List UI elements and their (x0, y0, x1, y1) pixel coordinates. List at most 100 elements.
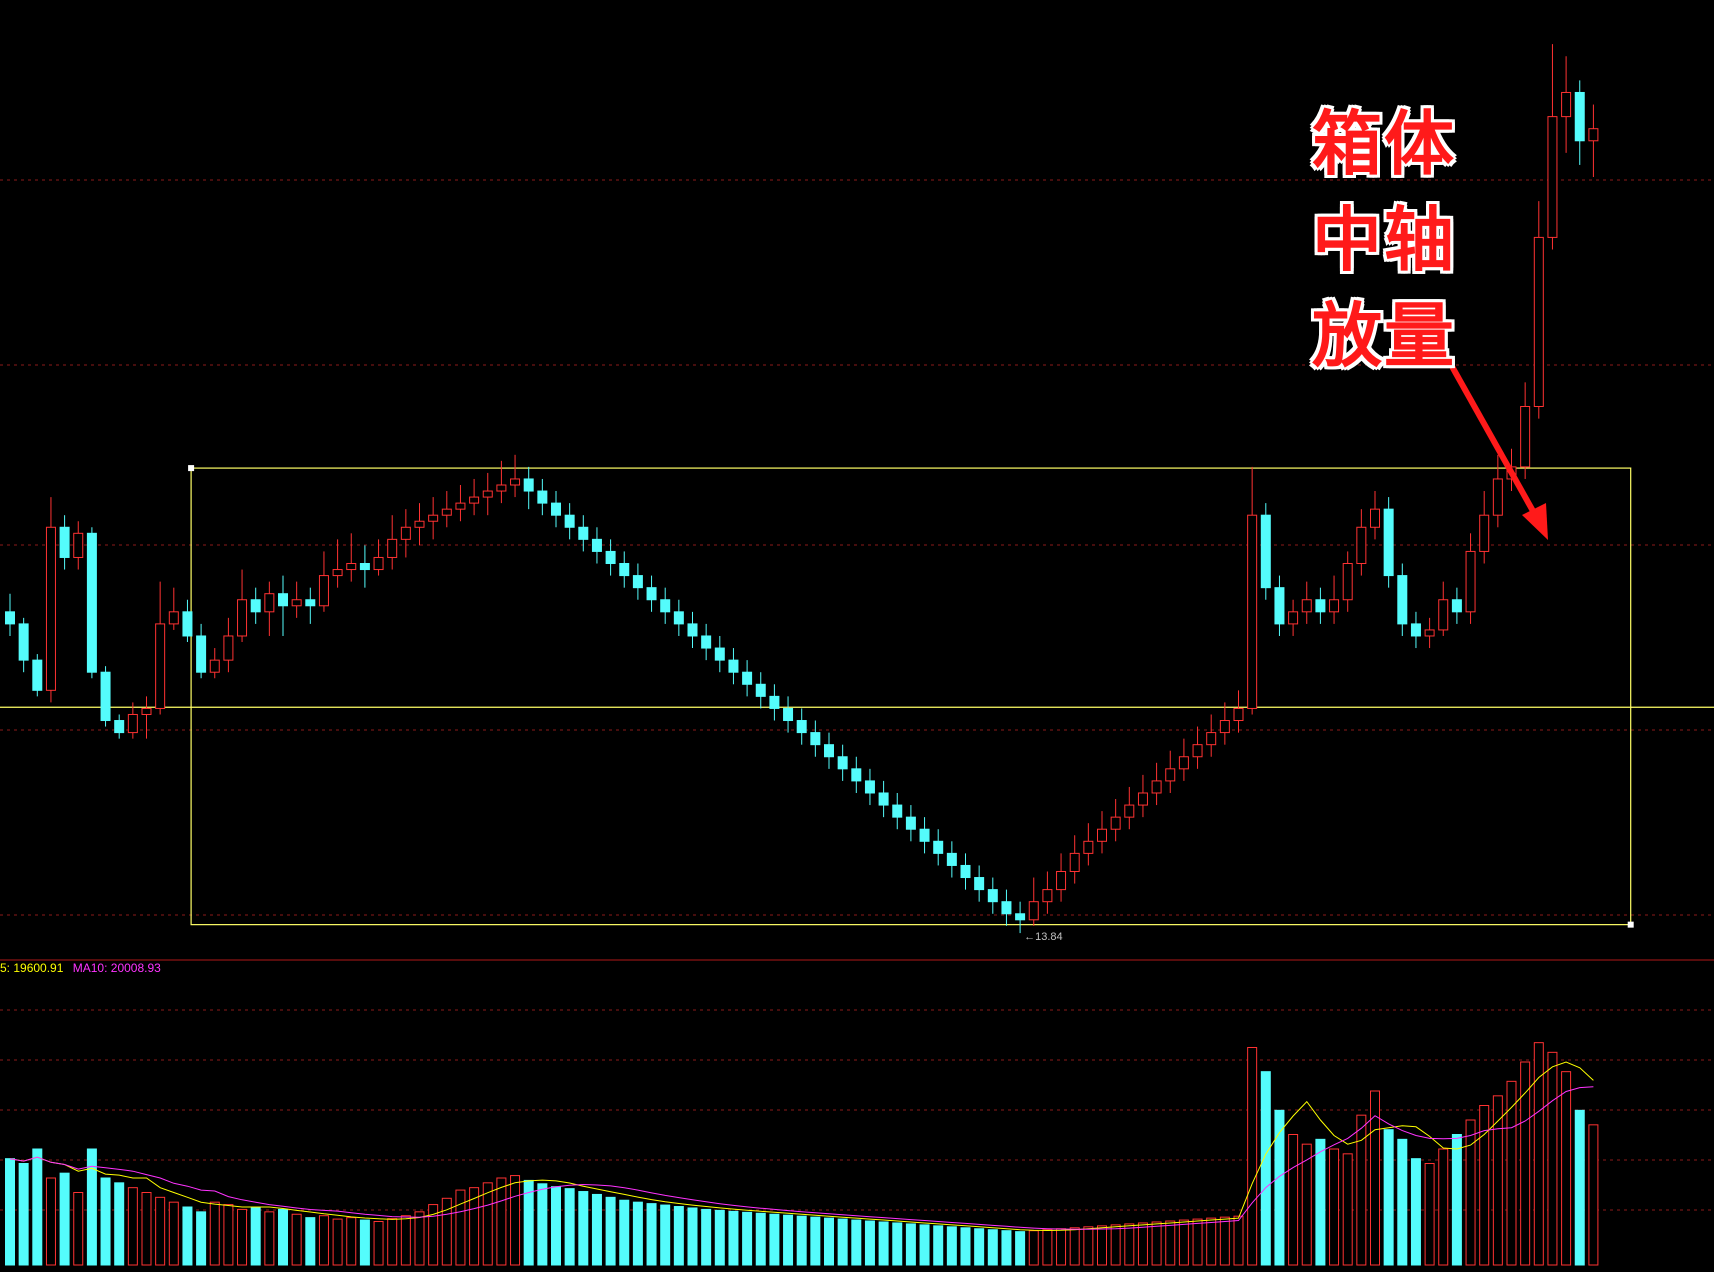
volume-bar-down (114, 1182, 125, 1266)
volume-bar-down (892, 1222, 903, 1266)
volume-bar-up (496, 1177, 507, 1266)
candle-up (223, 635, 234, 661)
volume-bar-down (837, 1218, 848, 1266)
candle-down (114, 720, 125, 734)
volume-bar-up (1370, 1090, 1380, 1266)
volume-ma10-line (9, 1086, 1594, 1230)
candle-down (905, 816, 916, 830)
candle-up (414, 520, 425, 528)
candle-up (1356, 526, 1367, 565)
candle-up (1533, 236, 1544, 407)
candle-down (796, 720, 807, 734)
volume-bar-up (1206, 1217, 1217, 1266)
candle-down (5, 611, 15, 625)
volume-bar-down (769, 1213, 780, 1266)
volume-bar-down (86, 1148, 97, 1266)
volume-bar-up (1329, 1148, 1340, 1266)
volume-bar-up (428, 1204, 439, 1266)
candle-down (810, 732, 821, 746)
volume-bar-down (591, 1193, 602, 1266)
volume-bar-down (32, 1148, 43, 1266)
volume-bar-down (100, 1177, 111, 1266)
candle-down (182, 611, 193, 637)
candle-up (1069, 852, 1080, 872)
volume-bar-up (414, 1211, 425, 1266)
candle-up (510, 478, 521, 486)
candle-down (32, 659, 43, 691)
volume-bar-down (987, 1229, 998, 1266)
volume-bar-down (250, 1206, 261, 1266)
volume-bar-up (510, 1175, 521, 1266)
volume-ma-lines (9, 1061, 1594, 1232)
candle-down (1574, 91, 1585, 142)
volume-bar-up (1069, 1227, 1080, 1266)
candle-down (1001, 901, 1012, 915)
volume-bar-down (1410, 1158, 1421, 1266)
candle-up (237, 599, 248, 637)
volume-bar-down (824, 1217, 834, 1266)
annotation-line-3: 放量 (1312, 295, 1456, 377)
candle-up (346, 563, 357, 571)
candle-up (332, 569, 343, 577)
candle-up (441, 508, 452, 516)
volume-bar-down (783, 1214, 794, 1266)
volume-bar-down (564, 1188, 575, 1266)
volume-bar-up (264, 1211, 275, 1266)
candle-down (578, 526, 589, 540)
candle-up (482, 490, 493, 498)
volume-bar-down (1315, 1138, 1326, 1266)
candle-down (551, 502, 561, 516)
volume-bar-down (537, 1183, 548, 1266)
volume-bar-up (1247, 1047, 1258, 1266)
volume-bar-up (141, 1192, 152, 1266)
box-handle (188, 465, 195, 472)
volume-bar-down (196, 1211, 207, 1266)
candle-down (837, 756, 848, 770)
candle-down (305, 599, 316, 607)
volume-bar-down (1015, 1231, 1026, 1266)
candle-down (660, 599, 671, 613)
volume-bar-down (1260, 1071, 1271, 1266)
volume-bar-down (182, 1206, 193, 1266)
volume-bar-up (45, 1177, 56, 1266)
candle-down (619, 563, 630, 577)
volume-bar-down (960, 1227, 971, 1266)
volume-bar-up (1151, 1221, 1162, 1266)
volume-bar-up (373, 1221, 384, 1266)
candle-down (742, 671, 753, 685)
volume-bar-down (5, 1158, 15, 1266)
volume-bar-down (673, 1206, 684, 1266)
volume-bar-down (796, 1215, 807, 1266)
ma10-label: MA10: 20008.93 (72, 961, 161, 975)
candle-up (1588, 128, 1599, 142)
candle-up (1042, 889, 1053, 903)
candle-up (1492, 478, 1503, 516)
volume-bar-up (1533, 1042, 1544, 1266)
volume-bar-up (1561, 1071, 1572, 1266)
candle-down (100, 671, 111, 722)
candle-up (373, 556, 384, 571)
candle-up (1438, 599, 1449, 631)
volume-bar-down (619, 1199, 630, 1266)
volume-bar-up (1097, 1225, 1107, 1266)
candle-down (278, 593, 288, 607)
candle-down (987, 889, 998, 903)
volume-bar-up (1465, 1119, 1476, 1266)
annotation-arrow (1437, 343, 1548, 540)
candle-down (605, 550, 616, 565)
volume-bar-down (905, 1223, 916, 1266)
candle-up (1097, 828, 1107, 842)
candle-up (455, 502, 466, 510)
candle-down (1397, 575, 1408, 625)
volume-bar-up (400, 1215, 411, 1266)
candle-down (1451, 599, 1462, 613)
volume-bar-up (318, 1215, 329, 1266)
volume-bar-up (237, 1208, 248, 1266)
volume-bar-up (1288, 1134, 1299, 1266)
volume-bar-down (755, 1212, 766, 1266)
candle-down (646, 587, 657, 601)
volume-bar-up (1547, 1051, 1558, 1266)
volume-bar-down (946, 1226, 957, 1266)
volume-bar-up (332, 1218, 343, 1266)
candle-up (291, 599, 302, 607)
